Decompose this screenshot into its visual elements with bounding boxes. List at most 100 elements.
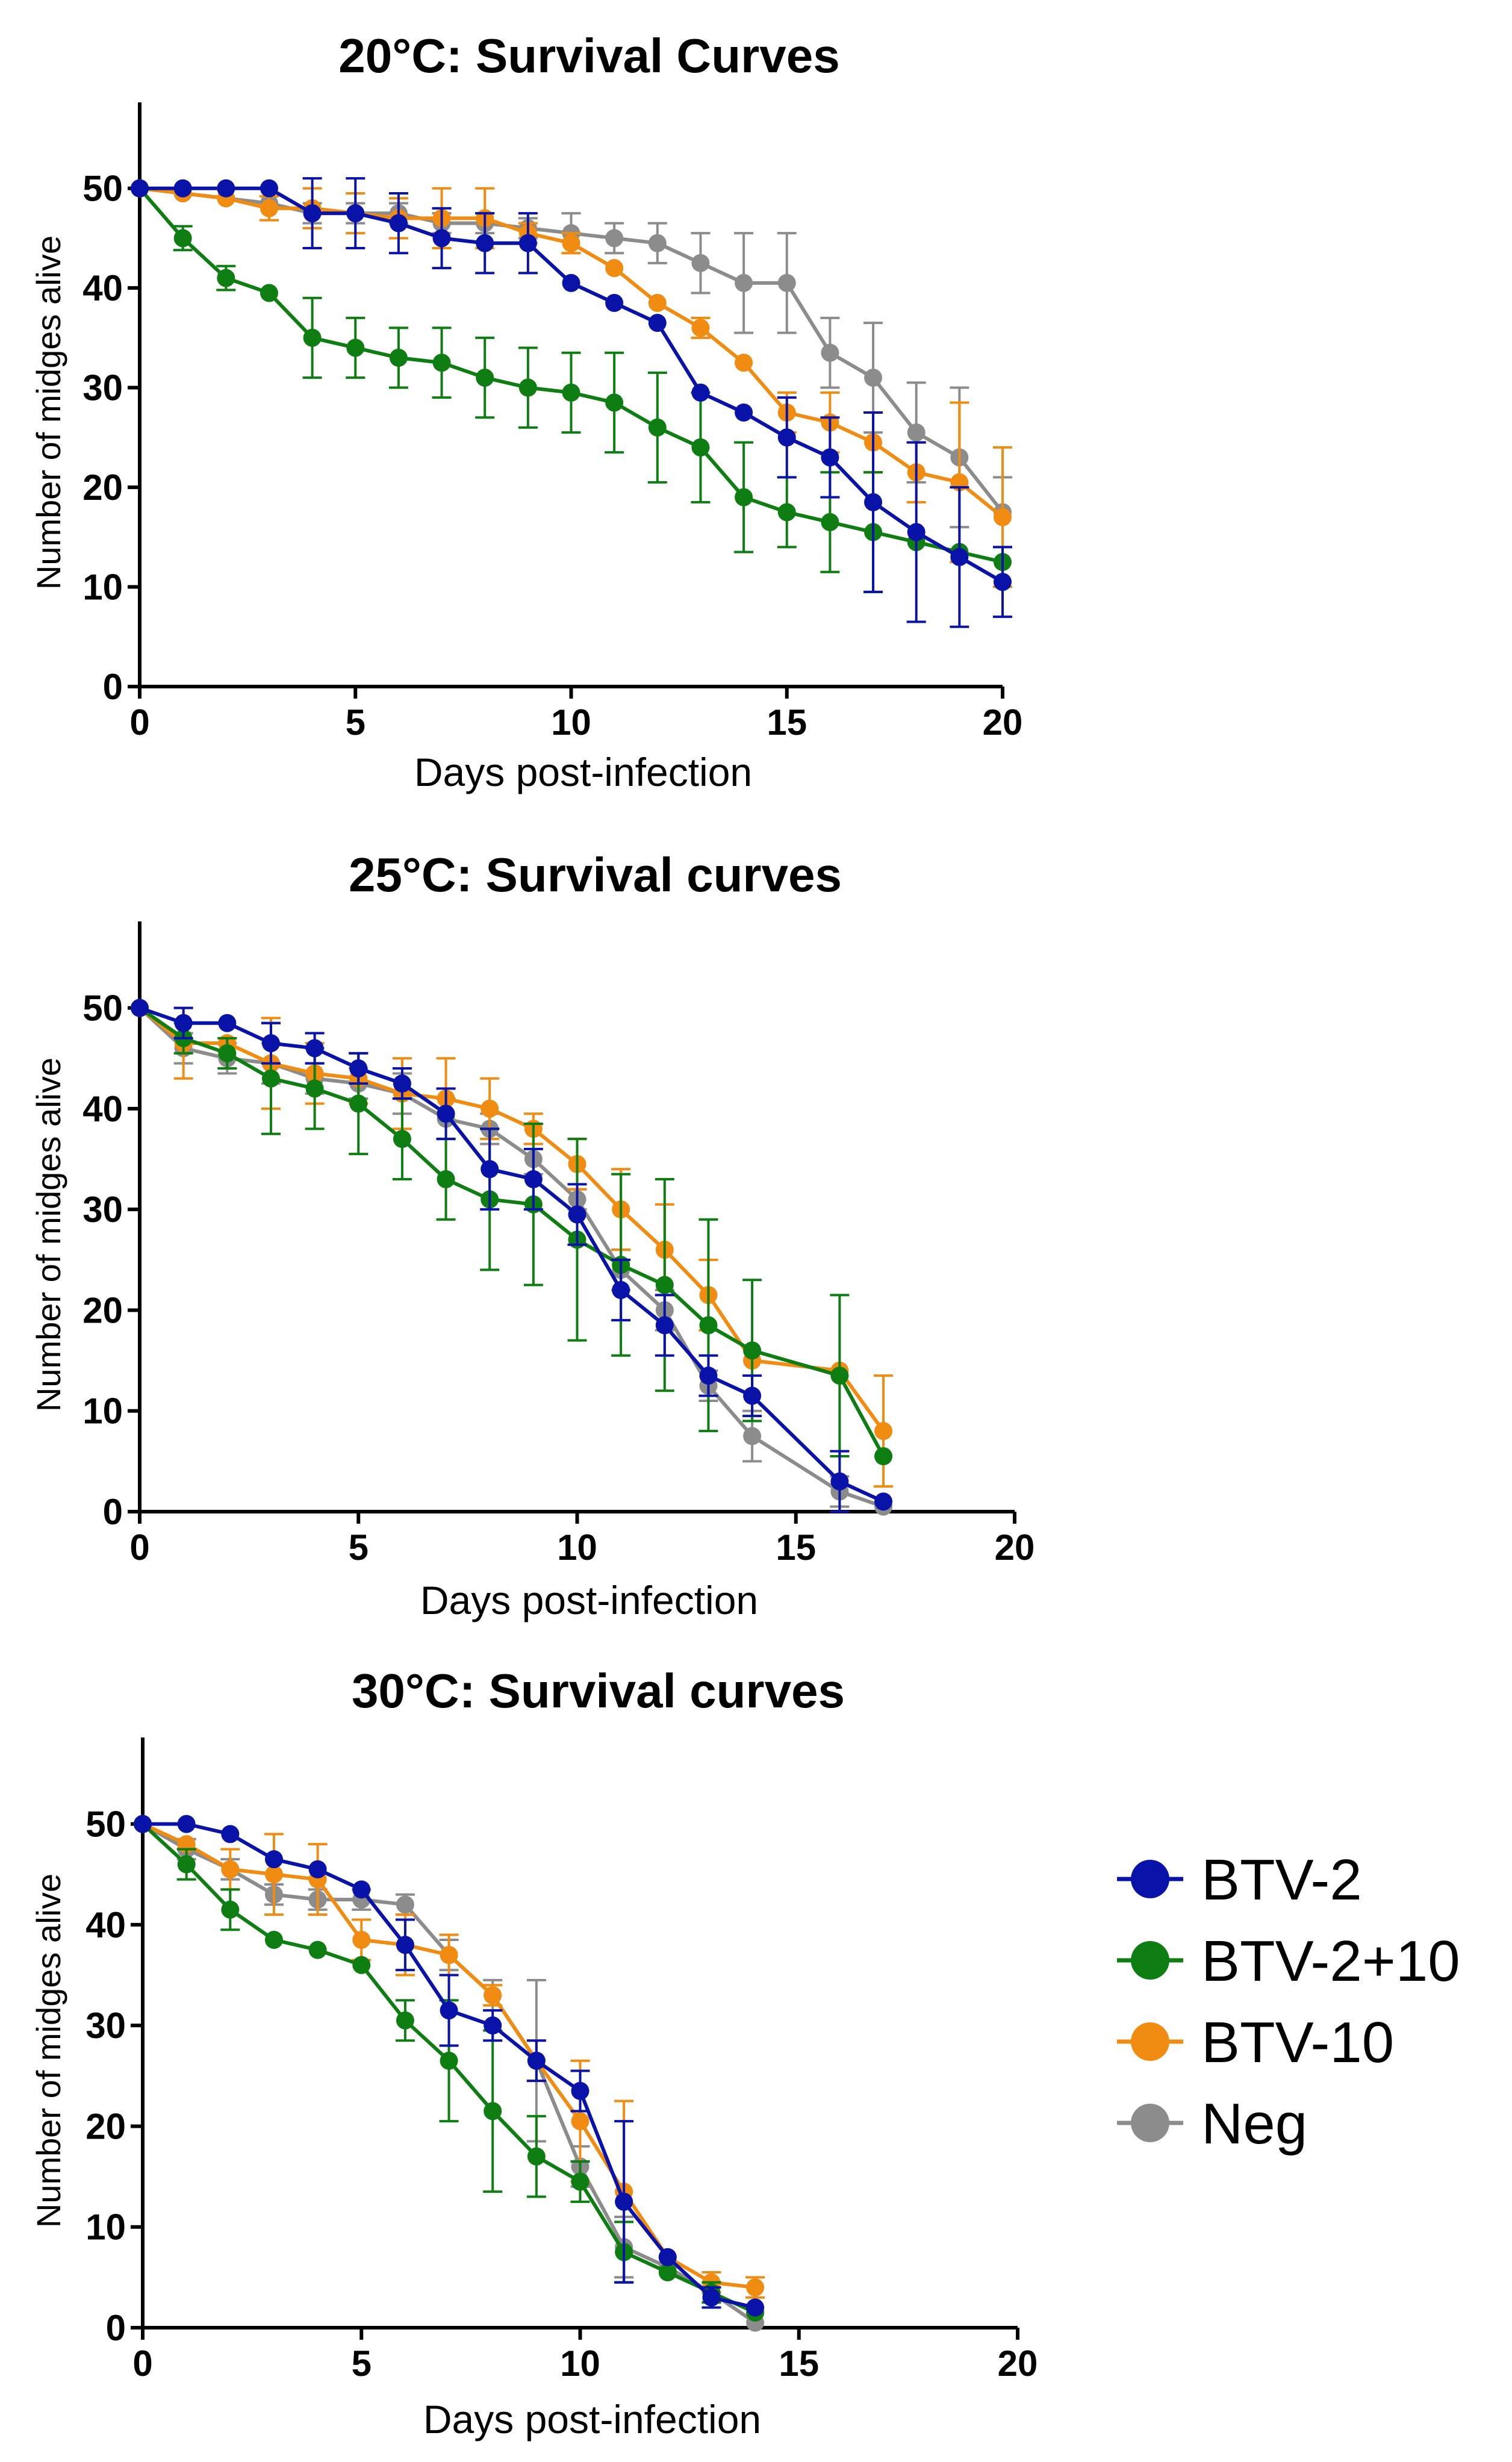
data-point xyxy=(221,1860,240,1878)
data-point xyxy=(177,1855,196,1874)
data-point xyxy=(735,488,753,506)
data-point xyxy=(484,2102,502,2121)
chart-title: 25°C: Survival curves xyxy=(349,848,842,902)
data-point xyxy=(691,383,710,402)
data-point xyxy=(605,259,624,278)
data-point xyxy=(177,1815,196,1833)
data-point xyxy=(568,1205,586,1224)
data-point xyxy=(484,1986,502,2004)
legend: BTV-2 BTV-2+10 BTV-10 Neg xyxy=(1117,1848,1460,2156)
data-point xyxy=(691,319,710,337)
y-tick-label: 20 xyxy=(86,2106,126,2146)
data-point xyxy=(518,378,537,397)
data-point xyxy=(221,1900,240,1919)
data-point xyxy=(264,1865,283,1884)
x-tick-label: 0 xyxy=(129,702,149,743)
data-point xyxy=(346,204,365,223)
series-btv-2 xyxy=(131,177,1012,628)
data-point xyxy=(691,254,710,272)
y-tick-label: 40 xyxy=(86,1905,126,1945)
y-tick-label: 30 xyxy=(82,1189,123,1230)
data-point xyxy=(352,1931,371,1949)
data-point xyxy=(217,269,235,287)
data-point xyxy=(518,234,537,252)
data-point xyxy=(743,1427,762,1445)
x-tick-label: 15 xyxy=(776,1527,816,1568)
data-point xyxy=(440,2051,458,2070)
data-point xyxy=(393,1130,411,1148)
data-point xyxy=(396,2011,414,2030)
data-point xyxy=(648,294,667,312)
data-point xyxy=(261,1034,280,1053)
series-btv-2-10 xyxy=(134,1815,765,2322)
data-point xyxy=(305,1039,324,1058)
data-point xyxy=(221,1825,240,1843)
data-point xyxy=(743,1386,762,1405)
data-point xyxy=(874,1447,893,1465)
legend-label: Neg xyxy=(1201,2092,1307,2156)
y-tick-label: 50 xyxy=(86,1804,126,1845)
data-point xyxy=(777,428,796,447)
data-point xyxy=(907,423,926,442)
x-axis-label: Days post-infection xyxy=(414,750,752,794)
data-point xyxy=(131,179,149,198)
data-point xyxy=(476,369,494,387)
x-tick-label: 10 xyxy=(551,702,591,743)
data-point xyxy=(746,2298,765,2317)
y-tick-label: 10 xyxy=(82,567,123,608)
data-point xyxy=(218,1044,237,1062)
legend-item-btv-2: BTV-2 xyxy=(1117,1848,1362,1912)
data-point xyxy=(821,343,839,362)
data-point xyxy=(440,1946,458,1965)
data-point xyxy=(308,1940,327,1959)
data-point xyxy=(264,1850,283,1869)
data-point xyxy=(950,547,969,566)
data-point xyxy=(261,1069,280,1088)
data-point xyxy=(612,1281,630,1299)
legend-item-neg: Neg xyxy=(1117,2092,1307,2156)
data-point xyxy=(218,1014,237,1032)
data-point xyxy=(874,1422,893,1441)
data-point xyxy=(440,2001,458,2020)
legend-marker xyxy=(1131,1941,1169,1980)
chart-20c: 20°C: Survival Curves 0 5 10 15 20 0 10 20 30 40 50… xyxy=(30,29,1022,794)
data-point xyxy=(655,1316,674,1335)
chart-25c: 25°C: Survival curves 0 5 10 15 20 0 10 20 30 40 50… xyxy=(30,848,1034,1622)
legend-item-btv-2-10: BTV-2+10 xyxy=(1117,1929,1460,1993)
x-tick-label: 5 xyxy=(349,1527,369,1568)
data-point xyxy=(605,393,624,412)
data-point xyxy=(777,273,796,292)
x-tick-label: 20 xyxy=(998,2343,1038,2384)
data-point xyxy=(994,508,1012,526)
data-point xyxy=(174,1014,193,1032)
data-point xyxy=(217,179,235,198)
y-tick-label: 30 xyxy=(86,2005,126,2046)
data-point xyxy=(352,1956,371,1974)
legend-marker xyxy=(1131,1860,1169,1898)
data-point xyxy=(134,1815,152,1833)
data-point xyxy=(303,204,322,223)
y-axis-label: Number of midges alive xyxy=(30,1874,67,2228)
y-tick-label: 40 xyxy=(82,268,123,308)
data-point xyxy=(691,438,710,457)
y-tick-label: 40 xyxy=(82,1089,123,1129)
data-point xyxy=(260,284,278,302)
y-tick-label: 10 xyxy=(82,1391,123,1432)
data-point xyxy=(615,2192,633,2211)
y-tick-label: 30 xyxy=(82,368,123,408)
data-point xyxy=(743,1341,762,1360)
data-point xyxy=(173,179,192,198)
data-point xyxy=(562,234,580,252)
data-point xyxy=(396,1936,414,1954)
data-point xyxy=(437,1105,455,1123)
y-tick-label: 50 xyxy=(82,988,123,1029)
data-point xyxy=(527,2147,546,2166)
data-point xyxy=(432,354,451,372)
data-point xyxy=(658,2248,677,2266)
data-point xyxy=(260,199,278,217)
data-point xyxy=(648,314,667,332)
data-point xyxy=(874,1492,893,1511)
data-point xyxy=(562,273,580,292)
data-point xyxy=(830,1472,849,1491)
data-point xyxy=(571,2081,590,2100)
